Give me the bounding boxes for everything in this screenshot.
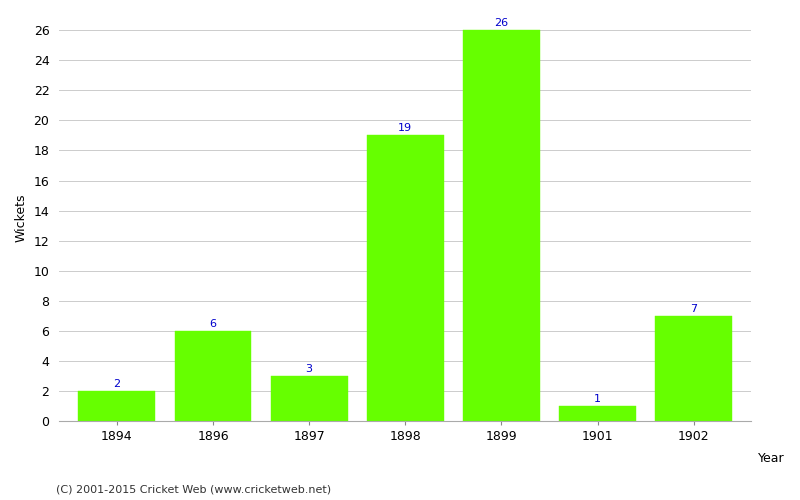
Bar bbox=[78, 392, 155, 422]
Text: 19: 19 bbox=[398, 123, 412, 133]
Bar bbox=[270, 376, 348, 422]
Y-axis label: Wickets: Wickets bbox=[15, 194, 28, 242]
Text: Year: Year bbox=[758, 452, 785, 465]
Bar bbox=[559, 406, 636, 422]
Bar bbox=[174, 331, 251, 422]
Text: (C) 2001-2015 Cricket Web (www.cricketweb.net): (C) 2001-2015 Cricket Web (www.cricketwe… bbox=[56, 485, 331, 495]
Bar bbox=[655, 316, 732, 422]
Bar bbox=[367, 136, 444, 422]
Text: 1: 1 bbox=[594, 394, 601, 404]
Text: 3: 3 bbox=[306, 364, 313, 374]
Text: 7: 7 bbox=[690, 304, 698, 314]
Text: 6: 6 bbox=[210, 319, 217, 329]
Text: 2: 2 bbox=[114, 379, 121, 389]
Bar bbox=[463, 30, 540, 421]
Text: 26: 26 bbox=[494, 18, 509, 28]
